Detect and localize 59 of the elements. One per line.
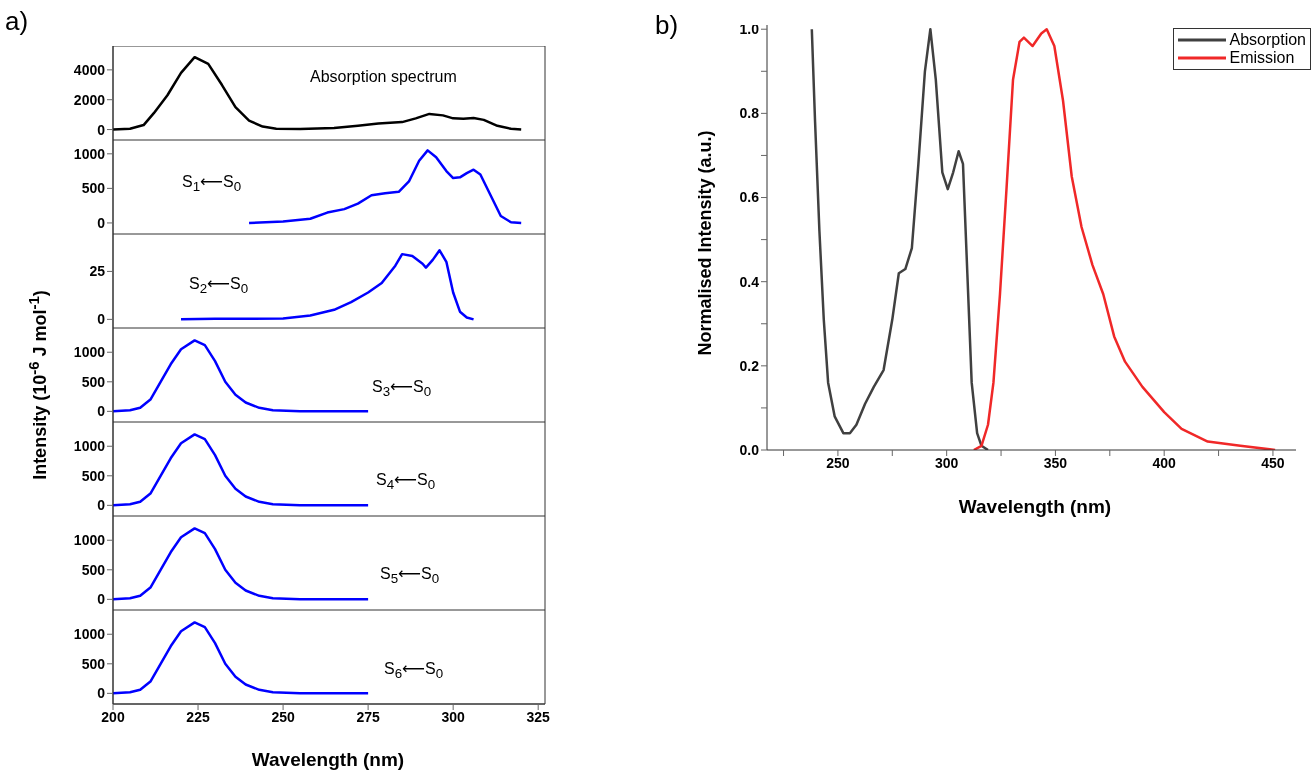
y-tick-label: 25 <box>89 263 106 280</box>
y-tick-label: 500 <box>81 373 106 390</box>
x-tick-label: 450 <box>1261 454 1285 471</box>
y-tick-label: 0.0 <box>739 441 760 458</box>
x-tick-label: 250 <box>271 708 295 725</box>
y-tick-label: 0 <box>97 497 106 514</box>
x-axis-title: Wavelength (nm) <box>958 496 1112 518</box>
x-tick-label: 275 <box>356 708 381 725</box>
annotation: S$_{4}$⟵S$_{0}$ <box>376 471 436 495</box>
x-tick-label: 350 <box>1043 454 1068 471</box>
y-tick-label: 1000 <box>73 145 106 162</box>
x-tick-label: 325 <box>526 708 551 725</box>
y-tick-label: 1.0 <box>739 21 760 38</box>
y-tick-label: 500 <box>81 561 106 578</box>
annotation: Absorption spectrum <box>310 68 457 86</box>
line-series <box>810 27 990 450</box>
y-tick-label: 1000 <box>73 626 106 643</box>
x-axis-title: Wavelength (nm) <box>251 749 405 771</box>
line-series <box>247 149 523 225</box>
annotation: S$_{5}$⟵S$_{0}$ <box>380 565 440 589</box>
y-tick-label: 0.2 <box>739 357 760 374</box>
line-series <box>113 621 370 695</box>
y-tick-label: 1000 <box>73 532 106 549</box>
annotation: S$_{2}$⟵S$_{0}$ <box>189 275 249 299</box>
y-tick-label: 0 <box>97 311 106 328</box>
y-tick-label: 0 <box>97 403 106 420</box>
y-tick-label: 1000 <box>73 344 106 361</box>
line-series <box>113 433 370 507</box>
y-tick-label: 1000 <box>73 438 106 455</box>
line-series <box>113 527 370 601</box>
y-axis-title: Normalised Intensity (a.u.) <box>694 130 716 356</box>
y-tick-label: 500 <box>81 180 106 197</box>
chart-title: a) <box>5 6 29 37</box>
annotation: S$_{6}$⟵S$_{0}$ <box>384 660 444 684</box>
y-tick-label: 2000 <box>73 91 106 108</box>
x-tick-label: 300 <box>934 454 959 471</box>
y-tick-label: 0.6 <box>739 189 760 206</box>
line-series <box>113 339 370 413</box>
line-series <box>179 249 475 321</box>
y-tick-label: 0 <box>97 214 106 231</box>
legend-label: Absorption <box>1229 31 1306 49</box>
x-tick-label: 300 <box>441 708 466 725</box>
y-tick-label: 0 <box>97 591 106 608</box>
x-tick-label: 250 <box>826 454 850 471</box>
x-tick-label: 400 <box>1152 454 1177 471</box>
x-tick-label: 200 <box>101 708 125 725</box>
y-tick-label: 500 <box>81 655 106 672</box>
x-tick-label: 225 <box>186 708 210 725</box>
y-tick-label: 4000 <box>73 61 106 78</box>
line-series <box>113 55 523 131</box>
y-tick-label: 0.4 <box>739 273 760 290</box>
y-tick-label: 0 <box>97 685 106 702</box>
y-tick-label: 0 <box>97 121 106 138</box>
legend-label: Emission <box>1229 49 1295 67</box>
y-tick-label: 500 <box>81 467 106 484</box>
annotation: S$_{3}$⟵S$_{0}$ <box>372 378 432 402</box>
chart-title: b) <box>655 10 679 41</box>
annotation: S$_{1}$⟵S$_{0}$ <box>182 173 242 197</box>
y-tick-label: 0.8 <box>739 105 760 122</box>
